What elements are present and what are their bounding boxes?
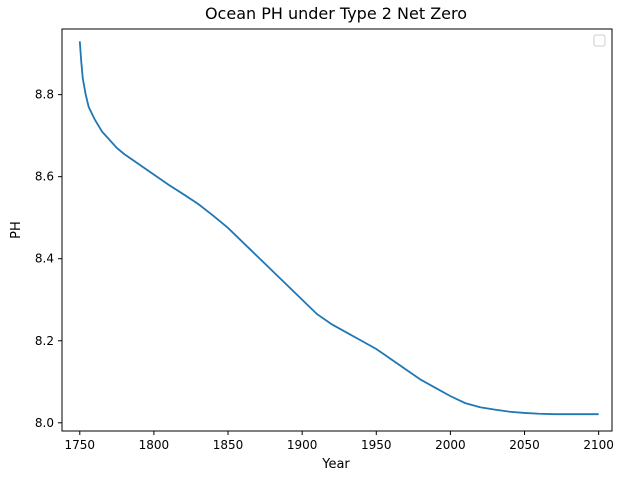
- x-tick-label: 1950: [361, 438, 392, 452]
- x-tick-label: 1900: [287, 438, 318, 452]
- legend-box: [593, 34, 606, 47]
- x-tick-label: 2000: [435, 438, 466, 452]
- plot-area: 1750 1800 1850 1900 1950 2000 2050 2100 8.08.28…: [35, 28, 614, 452]
- y-tick-label: 8.8: [35, 88, 54, 102]
- x-tick-label: 1850: [213, 438, 244, 452]
- x-axis-label: Year: [321, 457, 350, 472]
- plot-frame: [61, 28, 613, 432]
- y-tick-label: 8.2: [35, 334, 54, 348]
- chart-title: Ocean PH under Type 2 Net Zero: [205, 4, 467, 23]
- y-tick-label: 8.6: [35, 170, 54, 184]
- series-line: [78, 41, 599, 416]
- y-axis-label: PH: [9, 221, 24, 239]
- x-tick-label: 2100: [583, 438, 614, 452]
- y-tick-label: 8.4: [35, 252, 54, 266]
- x-axis-ticks: 1750 1800 1850 1900 1950 2000 2050 2100: [65, 431, 614, 452]
- x-tick-label: 2050: [509, 438, 540, 452]
- y-axis-ticks: 8.0 8.2 8.4 8.6 8.8: [35, 88, 62, 430]
- y-tick-label: 8.0: [35, 416, 54, 430]
- x-tick-label: 1800: [139, 438, 170, 452]
- x-tick-label: 1750: [65, 438, 96, 452]
